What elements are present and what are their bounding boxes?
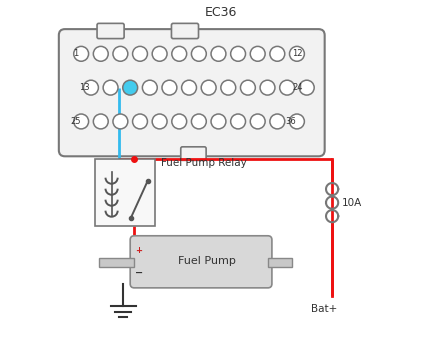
Circle shape — [182, 80, 197, 95]
Circle shape — [201, 80, 216, 95]
Circle shape — [270, 46, 285, 61]
Bar — [95, 159, 154, 226]
Circle shape — [133, 114, 147, 129]
Circle shape — [123, 80, 138, 95]
Circle shape — [260, 80, 275, 95]
Circle shape — [211, 114, 226, 129]
Circle shape — [93, 114, 108, 129]
Circle shape — [191, 46, 206, 61]
Bar — [268, 258, 292, 267]
Text: 36: 36 — [285, 117, 295, 126]
Circle shape — [142, 80, 157, 95]
Circle shape — [172, 46, 187, 61]
Circle shape — [152, 114, 167, 129]
Circle shape — [133, 46, 147, 61]
Circle shape — [289, 46, 304, 61]
Circle shape — [152, 46, 167, 61]
Circle shape — [280, 80, 295, 95]
Circle shape — [83, 80, 98, 95]
Circle shape — [172, 114, 187, 129]
Circle shape — [240, 80, 255, 95]
Text: +: + — [135, 246, 142, 255]
Text: Fuel Pump: Fuel Pump — [178, 256, 236, 266]
Circle shape — [221, 80, 236, 95]
Circle shape — [270, 114, 285, 129]
Text: EC36: EC36 — [204, 6, 237, 19]
Text: 10A: 10A — [342, 198, 363, 208]
Text: Fuel Pump Relay: Fuel Pump Relay — [161, 158, 247, 168]
Text: 13: 13 — [79, 83, 90, 92]
Circle shape — [113, 46, 128, 61]
FancyBboxPatch shape — [181, 147, 206, 160]
Circle shape — [299, 80, 314, 95]
FancyBboxPatch shape — [97, 24, 124, 39]
Circle shape — [250, 46, 265, 61]
Circle shape — [231, 114, 246, 129]
Circle shape — [103, 80, 118, 95]
Text: −: − — [135, 268, 143, 278]
Text: 25: 25 — [71, 117, 81, 126]
Circle shape — [211, 46, 226, 61]
Circle shape — [162, 80, 177, 95]
Circle shape — [289, 114, 304, 129]
Circle shape — [191, 114, 206, 129]
Circle shape — [113, 114, 128, 129]
Circle shape — [93, 46, 108, 61]
FancyBboxPatch shape — [59, 29, 325, 156]
Text: 24: 24 — [292, 83, 303, 92]
Bar — [99, 258, 134, 267]
Text: 12: 12 — [292, 49, 303, 58]
FancyBboxPatch shape — [130, 236, 272, 288]
Circle shape — [74, 114, 89, 129]
FancyBboxPatch shape — [172, 24, 198, 39]
Circle shape — [231, 46, 246, 61]
Text: 1: 1 — [73, 49, 78, 58]
Circle shape — [250, 114, 265, 129]
Circle shape — [74, 46, 89, 61]
Text: Bat+: Bat+ — [310, 304, 337, 314]
